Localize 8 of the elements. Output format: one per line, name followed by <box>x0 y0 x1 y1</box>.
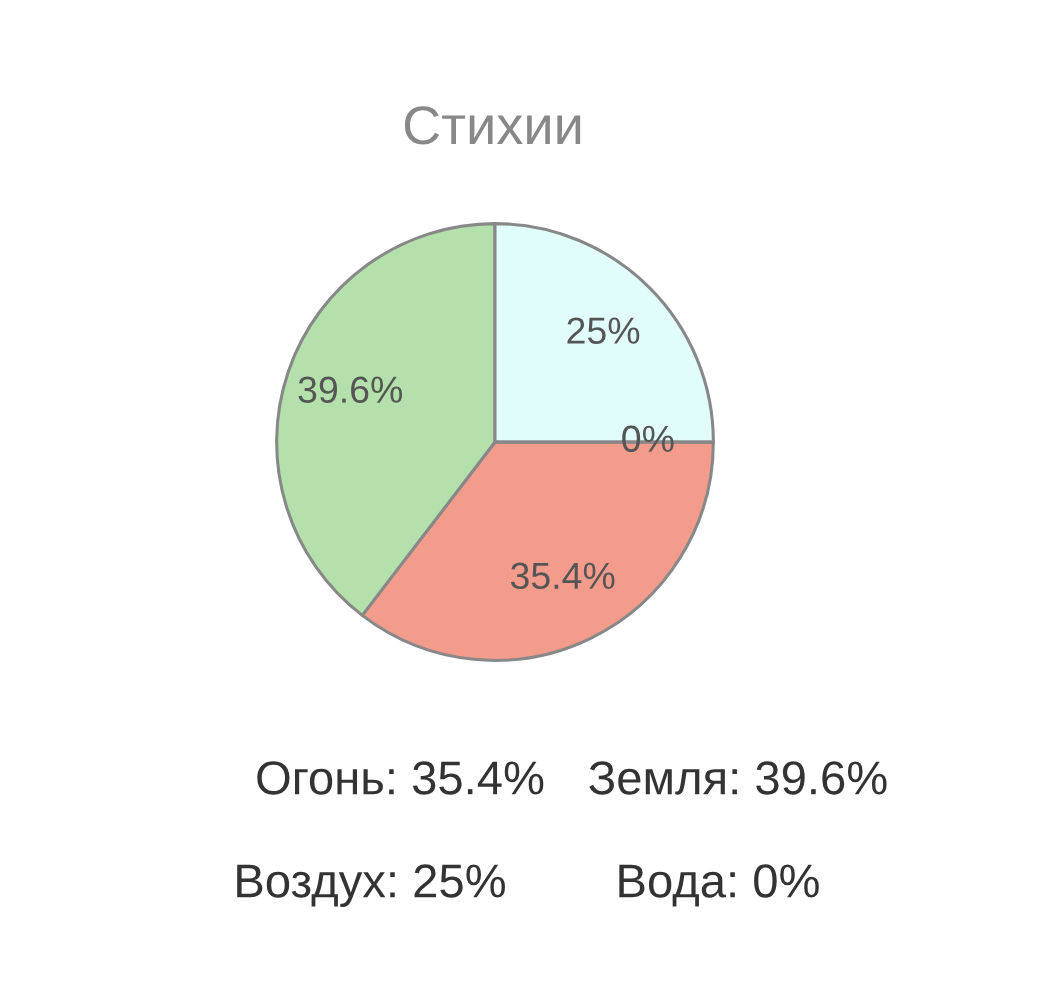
text: Земля: 39.6% <box>589 761 887 795</box>
data-label: 39.6% <box>298 376 403 404</box>
data-label: 25% <box>567 317 640 344</box>
chart-title: Стихии <box>404 106 581 145</box>
text: Воздух: 25% <box>237 864 505 908</box>
text: Огонь: 35.4% <box>257 761 544 795</box>
data-label: 35.4% <box>510 562 615 590</box>
text: Вода: 0% <box>619 864 819 907</box>
